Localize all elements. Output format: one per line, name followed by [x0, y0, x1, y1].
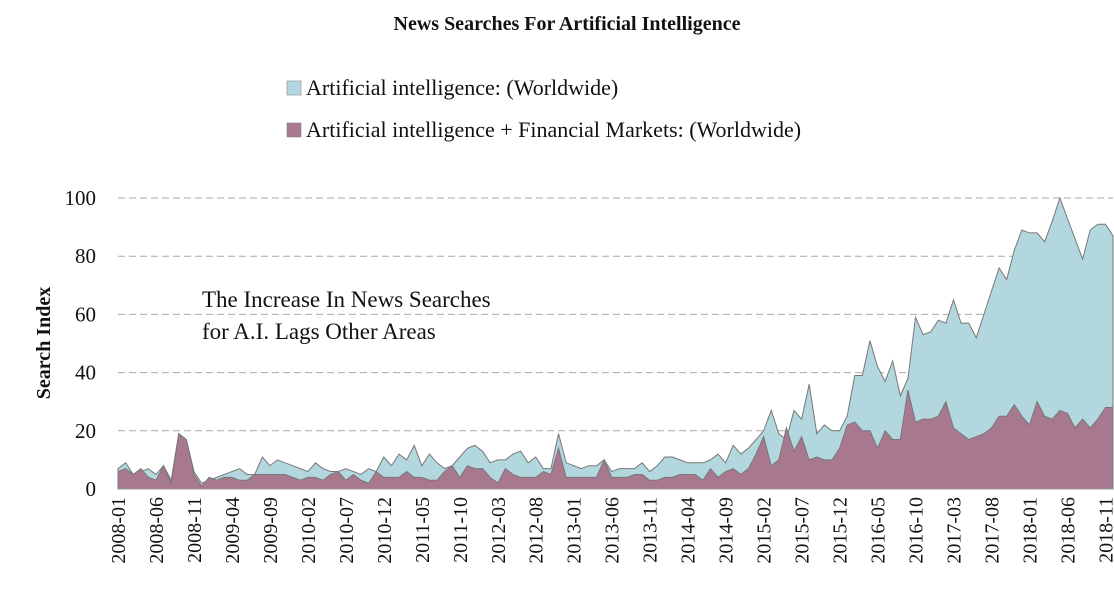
- y-tick-label: 20: [75, 419, 96, 443]
- legend-swatch: [286, 80, 302, 96]
- x-tick-label: 2008-06: [146, 497, 168, 564]
- y-tick-label: 100: [65, 186, 97, 210]
- legend-swatch: [286, 122, 302, 138]
- x-tick-label: 2014-04: [678, 497, 700, 564]
- x-tick-label: 2014-09: [716, 497, 738, 564]
- x-tick-label: 2017-03: [943, 497, 965, 564]
- x-tick-label: 2010-07: [336, 497, 358, 564]
- x-tick-label: 2018-01: [1019, 497, 1041, 564]
- x-tick-label: 2015-02: [754, 497, 776, 564]
- area: [117, 389, 1114, 490]
- x-tick-label: 2013-11: [640, 497, 662, 563]
- x-tick-label: 2012-08: [526, 497, 548, 564]
- x-tick-label: 2011-05: [412, 497, 434, 563]
- x-tick-label: 2011-10: [450, 497, 472, 563]
- x-tick-label: 2010-12: [374, 497, 396, 564]
- y-tick-label: 40: [75, 361, 96, 385]
- legend-label: Artificial intelligence + Financial Mark…: [306, 117, 801, 142]
- annotation: for A.I. Lags Other Areas: [202, 319, 436, 344]
- x-tick-label: 2013-01: [564, 497, 586, 564]
- chart-title: News Searches For Artificial Intelligenc…: [394, 13, 741, 35]
- y-tick-label: 60: [75, 302, 96, 326]
- y-axis-label: Search Index: [33, 287, 55, 399]
- y-tick-label: 80: [75, 244, 96, 268]
- x-tick-label: 2016-05: [868, 497, 890, 564]
- x-tick-label: 2015-07: [792, 497, 814, 564]
- x-tick-label: 2012-03: [488, 497, 510, 564]
- area: [117, 196, 1114, 490]
- x-tick-label: 2010-02: [298, 497, 320, 564]
- x-tick-label: 2009-09: [260, 497, 282, 564]
- x-tick-label: 2018-06: [1057, 497, 1079, 564]
- x-tick-label: 2008-01: [108, 497, 130, 564]
- x-tick-label: 2017-08: [981, 497, 1003, 564]
- x-tick-label: 2015-12: [830, 497, 852, 564]
- x-tick-label: 2018-11: [1095, 497, 1114, 563]
- legend-label: Artificial intelligence: (Worldwide): [306, 75, 618, 100]
- x-tick-label: 2016-10: [906, 497, 928, 564]
- x-tick-label: 2013-06: [602, 497, 624, 564]
- x-tick-label: 2009-04: [222, 497, 244, 564]
- annotation: The Increase In News Searches: [202, 287, 491, 312]
- y-tick-label: 0: [86, 477, 97, 501]
- x-tick-label: 2008-11: [184, 497, 206, 563]
